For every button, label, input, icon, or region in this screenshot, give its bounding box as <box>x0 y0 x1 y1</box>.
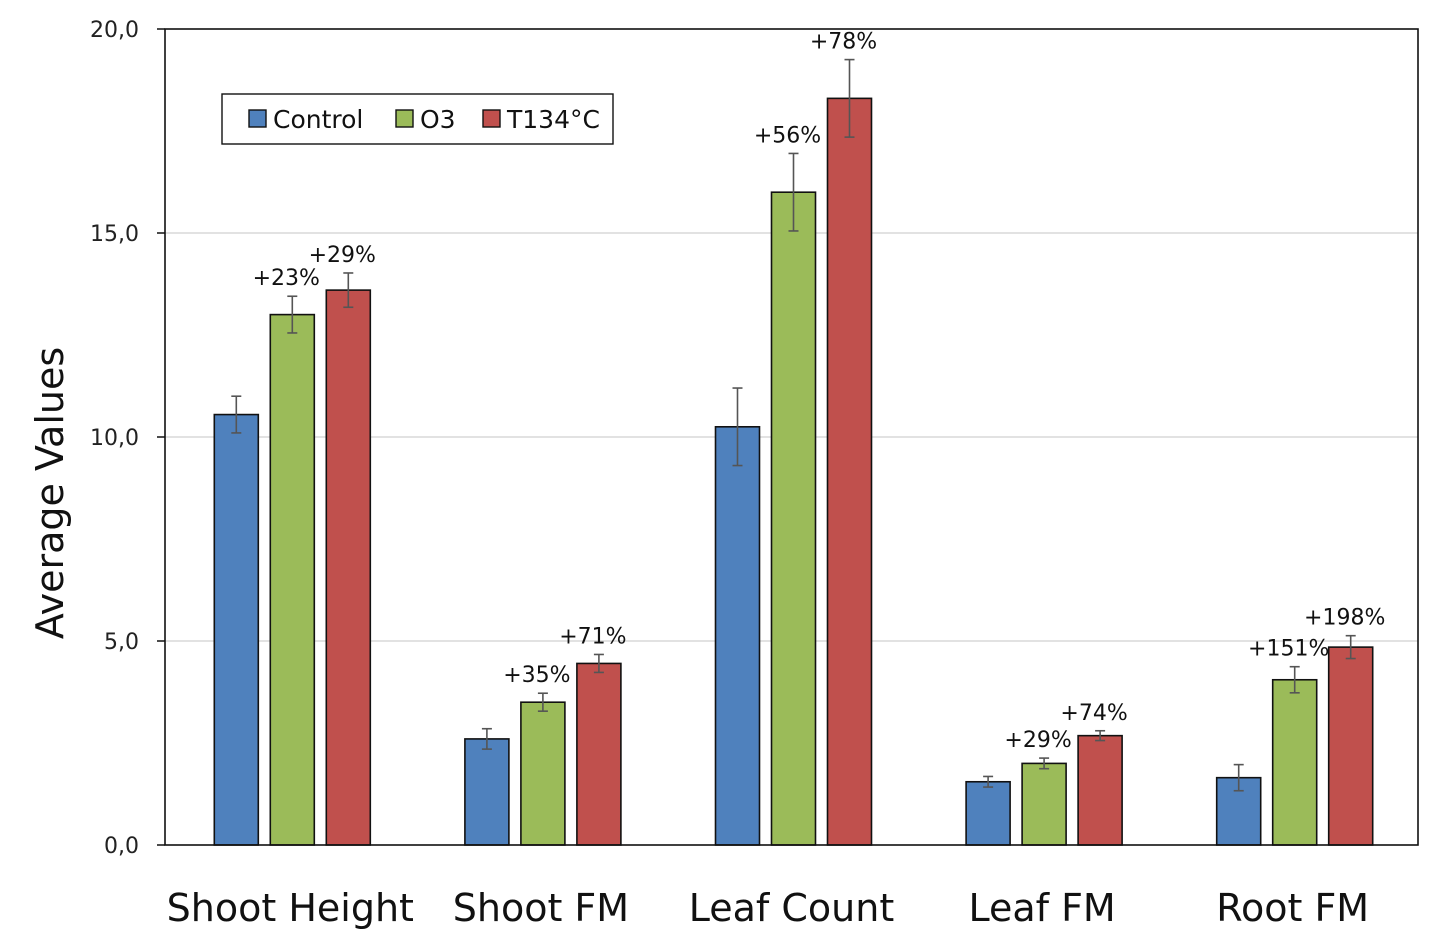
bar-o3 <box>520 701 566 846</box>
bar-annotation: +35% <box>503 663 570 688</box>
x-category-label: Leaf FM <box>968 886 1115 930</box>
x-category-label: Root FM <box>1216 886 1369 930</box>
y-tick-label: 10,0 <box>90 426 139 451</box>
y-tick-label: 5,0 <box>104 630 139 655</box>
legend-entry: Control <box>273 105 363 134</box>
bar-annotation: +56% <box>754 123 821 148</box>
y-tick-label: 0,0 <box>104 834 139 859</box>
legend-swatch <box>482 109 501 128</box>
legend-swatch <box>248 109 267 128</box>
bar-t134-c <box>1327 646 1374 846</box>
x-category-label: Shoot FM <box>453 886 629 930</box>
x-category-label: Leaf Count <box>689 886 894 930</box>
bar-t134-c <box>325 289 372 846</box>
bar-annotation: +23% <box>253 266 320 291</box>
bar-annotation: +29% <box>309 243 376 268</box>
bar-control <box>213 413 260 846</box>
bar-o3 <box>269 313 316 846</box>
legend-entry: O3 <box>420 105 456 134</box>
bar-control <box>464 738 510 846</box>
bar-t134-c <box>1077 734 1123 846</box>
bar-annotation: +71% <box>559 624 626 649</box>
bar-o3 <box>770 191 817 846</box>
x-axis-labels: Shoot Height Shoot FM Leaf Count Leaf FM Roo… <box>167 886 1369 930</box>
bars <box>213 97 1374 846</box>
legend-entry: T134°C <box>506 105 600 134</box>
y-tick-label: 20,0 <box>90 18 139 43</box>
bar-annotation: +78% <box>810 30 877 55</box>
bar-annotation: +198% <box>1304 606 1385 631</box>
y-axis-label: Average Values <box>28 347 72 639</box>
y-tick-label: 15,0 <box>90 222 139 247</box>
legend: Control O3 T134°C <box>221 93 614 145</box>
bar-control <box>714 425 761 846</box>
legend-swatch <box>395 109 414 128</box>
bar-o3 <box>1021 762 1067 846</box>
bar-o3 <box>1271 678 1318 846</box>
bar-t134-c <box>826 97 873 846</box>
x-category-label: Shoot Height <box>167 886 414 930</box>
error-bars <box>231 58 1356 792</box>
legend-box <box>221 93 614 145</box>
bar-annotation: +74% <box>1060 701 1127 726</box>
bar-annotation: +29% <box>1004 728 1071 753</box>
bar-control <box>965 780 1011 846</box>
y-axis-ticks: 0,0 5,0 10,0 15,0 20,0 <box>90 18 165 859</box>
bar-annotation: +151% <box>1248 637 1329 662</box>
bar-t134-c <box>576 662 622 846</box>
annotations: +23%+29%+35%+71%+56%+78%+29%+74%+151%+19… <box>253 30 1386 753</box>
